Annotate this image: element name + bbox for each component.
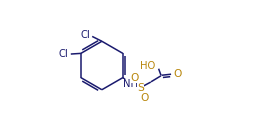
Text: O: O [173,69,181,79]
Text: O: O [130,73,139,83]
Text: Cl: Cl [80,30,90,40]
Text: O: O [140,93,149,103]
Text: HO: HO [140,61,155,71]
Text: S: S [137,83,144,93]
Text: NH: NH [123,79,138,89]
Text: Cl: Cl [59,49,69,59]
